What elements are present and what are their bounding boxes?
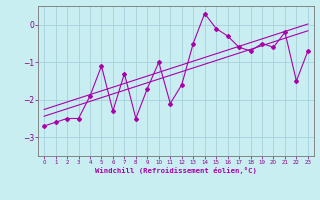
X-axis label: Windchill (Refroidissement éolien,°C): Windchill (Refroidissement éolien,°C): [95, 167, 257, 174]
